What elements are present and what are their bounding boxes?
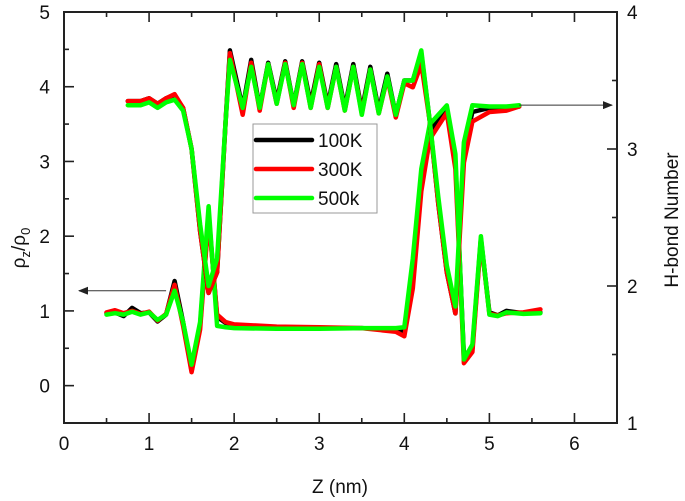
y-right-tick-label: 4 [627,3,638,24]
legend: 100K 300K 500k [252,123,378,214]
x-axis-title: Z (nm) [312,477,368,498]
svg-text:ρz/ρ0: ρz/ρ0 [9,228,33,269]
y-left-tick-label: 2 [39,227,50,248]
series-layer [104,48,543,375]
subscript-z: z [18,251,33,258]
y-right-axis-title: H-bond Number [662,152,683,288]
legend-label-300k: 300K [318,160,363,181]
axis-titles: Z (nm) ρz/ρ0 H-bond Number [9,152,683,498]
plot-frame [63,11,618,424]
axis-layer: 0 1 2 3 4 5 6 0 1 2 3 4 5 1 2 3 4 [39,3,638,455]
rho-symbol: ρ [9,257,30,268]
slash-rho: /ρ [9,235,30,251]
legend-label-100k: 100K [318,131,363,152]
y-right-tick-label: 1 [627,414,638,435]
y-right-tick-label: 3 [627,140,638,161]
x-tick-label: 6 [569,434,580,455]
legend-label-500k: 500k [318,189,360,210]
plot-border [63,11,618,424]
x-tick-label: 2 [229,434,240,455]
x-tick-label: 0 [59,434,70,455]
x-tick-label: 1 [144,434,155,455]
y-left-tick-label: 1 [39,302,50,323]
hbond-line-500k [125,48,522,309]
y-right-tick-label: 2 [627,277,638,298]
y-left-tick-label: 3 [39,152,50,173]
y-left-tick-label: 0 [39,377,50,398]
y-left-axis-title: ρz/ρ0 [9,228,33,269]
x-tick-label: 5 [484,434,495,455]
subscript-0: 0 [18,228,33,235]
density-line-500k [104,103,543,367]
y-left-tick-label: 5 [39,3,50,24]
x-tick-label: 3 [314,434,325,455]
x-tick-label: 4 [399,434,410,455]
y-left-tick-label: 4 [39,78,50,99]
annotation-layer [78,101,613,295]
